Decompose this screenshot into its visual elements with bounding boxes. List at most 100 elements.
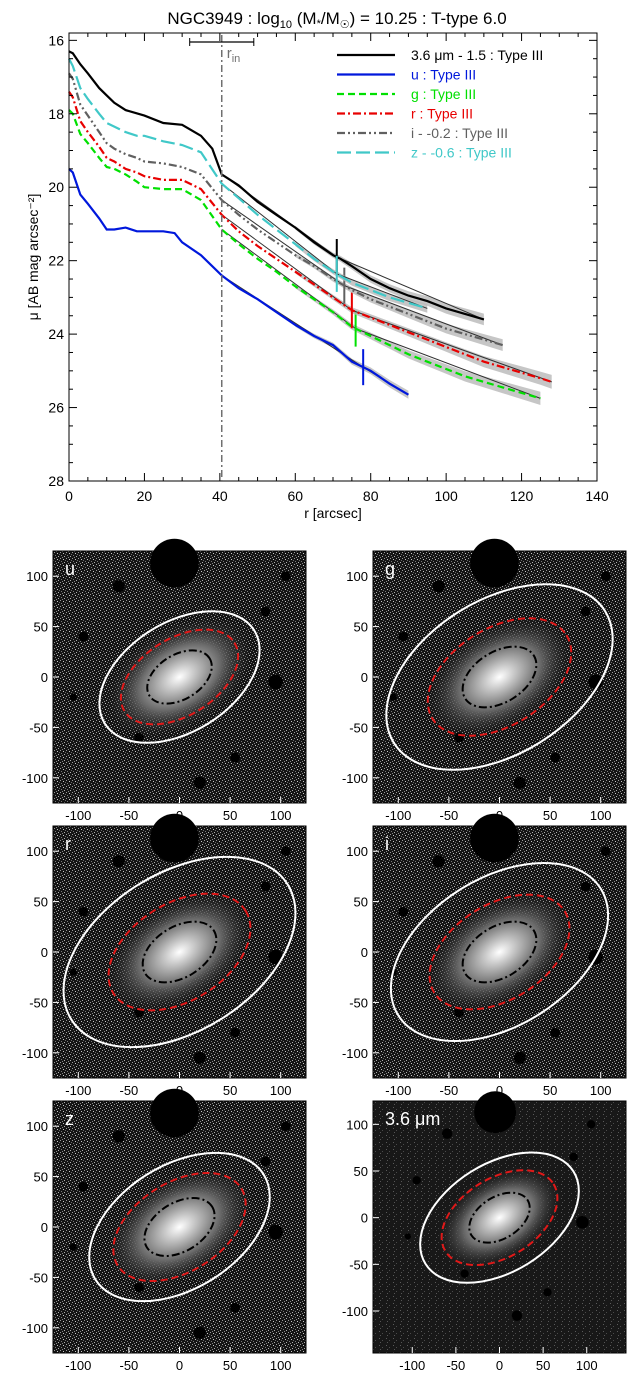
y-tick-label: 24 (48, 326, 64, 342)
image-panel-i: -100 -50 0 50 100 -100 -50 0 50 100 i (342, 813, 627, 1098)
ellipse-inner (141, 920, 218, 984)
legend-label: z - -0.6 : Type III (411, 145, 512, 161)
x-tick-label: 0 (65, 488, 73, 504)
panel-y-tick-label: 0 (41, 945, 48, 960)
mask-blob (78, 906, 89, 917)
panel-y-tick-label: 100 (26, 844, 48, 859)
panel-y-tick-label: 50 (354, 620, 368, 635)
x-tick-label: 140 (585, 488, 609, 504)
panel-y-tick-label: -50 (29, 995, 48, 1010)
panel-x-tick-label: -50 (120, 1083, 139, 1098)
y-tick-label: 22 (48, 253, 64, 269)
mask-blob (513, 776, 526, 789)
mask-blob (398, 906, 409, 917)
mask-blob (280, 571, 291, 582)
panel-x-tick-label: -50 (440, 808, 459, 823)
profile-fit-outer (351, 309, 552, 383)
ellipse-outer (389, 861, 610, 1043)
mask-blob (470, 538, 519, 588)
panel-label: z (65, 1109, 74, 1129)
panel-y-tick-label: 50 (34, 1170, 48, 1185)
panel-x-tick-label: 0 (176, 1358, 183, 1373)
mask-blob (404, 1233, 412, 1240)
profile-series-line (68, 58, 428, 310)
mask-blob (586, 1120, 596, 1129)
y-tick-label: 20 (48, 179, 64, 195)
panel-y-tick-label: 100 (346, 1117, 368, 1132)
profile-series-line (68, 50, 485, 321)
panel-x-tick-label: 50 (223, 808, 237, 823)
panel-x-tick-label: 100 (576, 1358, 598, 1373)
ellipse-inner (461, 920, 538, 984)
mask-blob (112, 855, 125, 868)
ellipse-outer (385, 583, 614, 771)
mask-blob (78, 1181, 89, 1192)
mask-blob (441, 1128, 453, 1139)
panel-y-tick-label: -100 (342, 1046, 368, 1061)
panel-x-tick-label: -50 (440, 1083, 459, 1098)
panel-y-tick-label: 100 (26, 1119, 48, 1134)
panel-y-tick-label: 0 (361, 670, 368, 685)
panel-y-tick-label: -50 (349, 995, 368, 1010)
profile-series-line (68, 168, 409, 396)
panel-x-tick-label: 100 (270, 808, 292, 823)
mask-blob (432, 580, 445, 593)
mask-blob (398, 631, 409, 642)
mask-blob (260, 1156, 271, 1167)
mask-blob (268, 949, 283, 965)
panel-y-tick-label: 50 (34, 895, 48, 910)
legend-label: r : Type III (411, 106, 473, 122)
panel-y-tick-label: 100 (26, 569, 48, 584)
profile-chart: 0 20 40 60 80 100 120 140 16 18 20 22 24 26 28 rin 3.6… (25, 32, 609, 521)
mask-blob (112, 580, 125, 593)
mask-blob (150, 813, 199, 863)
image-panel-36m: -100 -50 0 50 100 -100 -50 0 50 100 3.6 μm (342, 1091, 627, 1373)
profile-series-line (68, 109, 541, 400)
panel-x-tick-label: -50 (120, 1358, 139, 1373)
panel-x-tick-label: -100 (385, 808, 411, 823)
panel-x-tick-label: -100 (65, 808, 91, 823)
panel-y-tick-label: -100 (22, 1321, 48, 1336)
panel-label: r (65, 834, 71, 854)
chart-title: NGC3949 : log10 (M*/M☉) = 10.25 : T-type… (167, 9, 506, 31)
mask-blob (432, 855, 445, 868)
panel-y-tick-label: 100 (346, 569, 368, 584)
y-tick-label: 18 (48, 106, 64, 122)
mask-blob (280, 846, 291, 857)
profile-error-band (295, 284, 541, 405)
ellipse-break (112, 1171, 247, 1283)
legend: 3.6 μm - 1.5 : Type III u : Type III g : T… (337, 47, 543, 161)
ellipse-break (440, 1169, 559, 1267)
ellipse-inner (461, 645, 538, 709)
panel-y-tick-label: -100 (342, 1304, 368, 1319)
panel-x-tick-label: 100 (270, 1083, 292, 1098)
panel-x-tick-label: 0 (496, 1083, 503, 1098)
ellipse-break (119, 628, 240, 726)
y-axis-label: μ [AB mag arcsec⁻²] (25, 194, 41, 321)
mask-blob (230, 1027, 241, 1038)
panel-y-tick-label: -50 (349, 1257, 368, 1272)
panel-label: 3.6 μm (385, 1109, 440, 1129)
ellipse-outer (419, 1151, 580, 1284)
mask-blob (543, 1288, 552, 1297)
panel-y-tick-label: 0 (41, 670, 48, 685)
panel-y-tick-label: -100 (342, 771, 368, 786)
galaxy-glow (425, 891, 574, 1013)
y-tick-label: 16 (48, 32, 64, 48)
image-panels: -100 -50 0 50 100 -100 -50 0 50 100 u -100 -50 0 50 100… (22, 538, 627, 1373)
panel-x-tick-label: -100 (65, 1083, 91, 1098)
panel-y-tick-label: 0 (361, 945, 368, 960)
mask-blob (550, 752, 561, 763)
panel-y-tick-label: -100 (22, 1046, 48, 1061)
panel-y-tick-label: 0 (41, 1220, 48, 1235)
mask-blob (580, 606, 591, 617)
galaxy-glow (105, 891, 254, 1013)
mask-blob (193, 1051, 206, 1064)
mask-blob (569, 1152, 578, 1162)
mask-blob (513, 1051, 526, 1064)
mask-blob (260, 881, 271, 892)
x-tick-label: 60 (287, 488, 303, 504)
